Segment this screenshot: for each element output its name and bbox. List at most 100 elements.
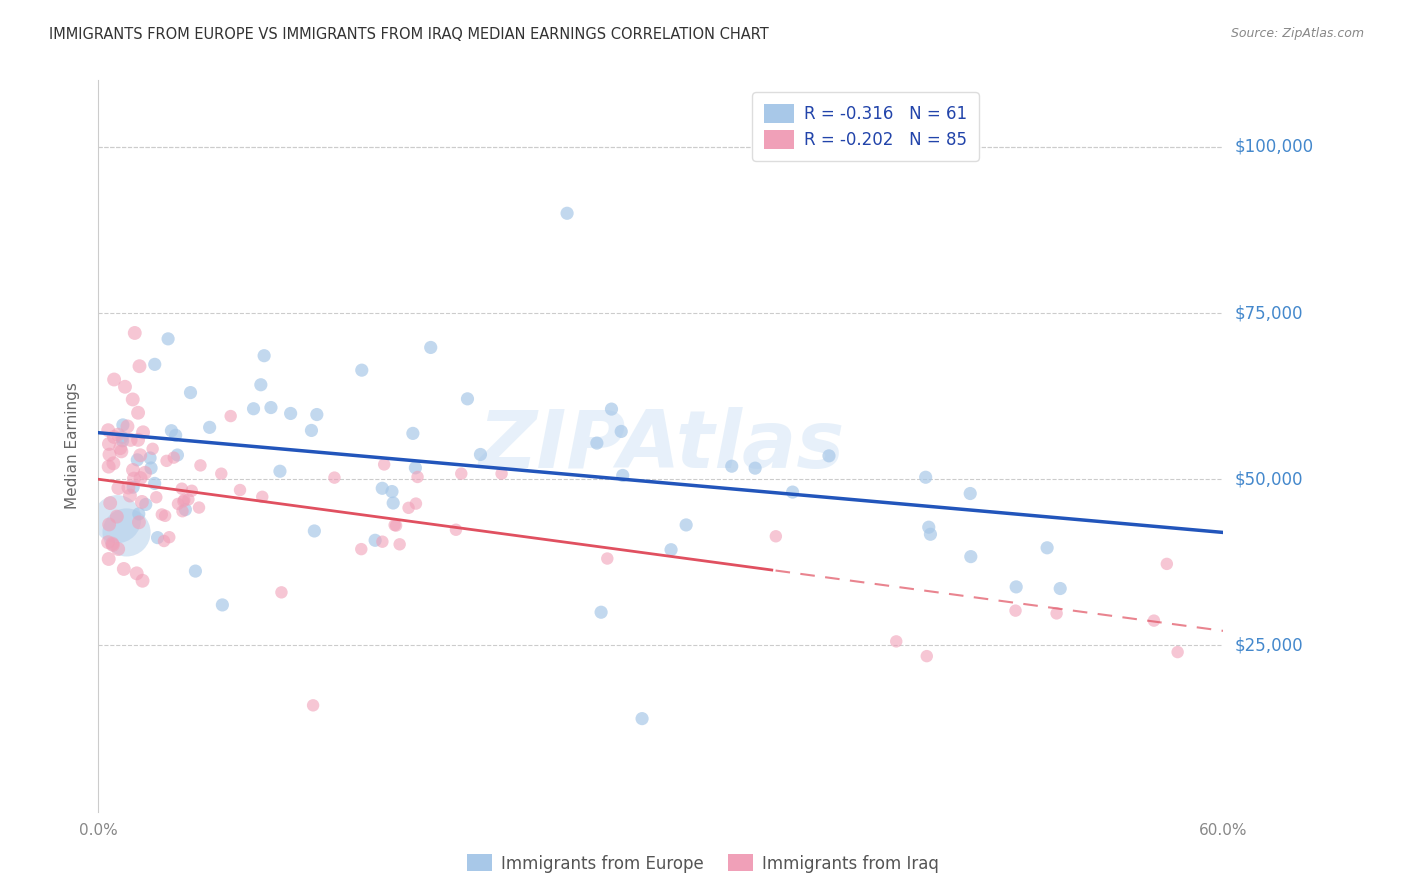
Point [98, 448, 121, 462]
Point [179, 385, 201, 400]
Point [103, 372, 125, 386]
Point [229, 483, 252, 497]
Point [163, 450, 186, 465]
Point [110, 444, 132, 458]
Point [112, 562, 135, 576]
Point [146, 531, 169, 545]
Point [101, 538, 124, 552]
Point [142, 442, 165, 456]
Point [97, 423, 120, 437]
Text: Source: ZipAtlas.com: Source: ZipAtlas.com [1230, 27, 1364, 40]
Point [253, 349, 276, 363]
Point [304, 524, 326, 538]
Point [105, 512, 128, 526]
Point [371, 481, 394, 495]
Point [101, 536, 124, 550]
Point [419, 341, 441, 355]
Point [470, 448, 492, 462]
Text: $50,000: $50,000 [1234, 470, 1303, 488]
Point [371, 534, 394, 549]
Point [405, 497, 427, 511]
Point [612, 468, 634, 483]
Point [143, 476, 166, 491]
Point [180, 483, 202, 498]
Point [150, 508, 173, 522]
Legend: Immigrants from Europe, Immigrants from Iraq: Immigrants from Europe, Immigrants from … [461, 847, 945, 880]
Point [744, 461, 766, 475]
Point [107, 481, 129, 495]
Point [167, 497, 190, 511]
Point [111, 430, 134, 444]
Point [127, 406, 149, 420]
Point [128, 359, 150, 374]
Point [456, 392, 478, 406]
Point [117, 419, 139, 434]
Point [198, 420, 221, 434]
Point [250, 377, 273, 392]
Point [591, 605, 613, 619]
Point [97, 535, 120, 549]
Point [398, 500, 420, 515]
Point [260, 401, 283, 415]
Point [385, 518, 408, 533]
Point [384, 518, 406, 533]
Point [350, 542, 373, 557]
Point [1004, 604, 1026, 618]
Point [610, 425, 633, 439]
Point [491, 467, 513, 481]
Point [157, 332, 180, 346]
Point [111, 417, 134, 432]
Point [172, 504, 194, 518]
Point [211, 598, 233, 612]
Point [406, 470, 429, 484]
Point [114, 380, 136, 394]
Point [402, 426, 425, 441]
Point [155, 454, 177, 468]
Point [600, 402, 623, 417]
Point [918, 520, 941, 534]
Point [131, 495, 153, 509]
Point [118, 489, 141, 503]
Point [242, 401, 264, 416]
Point [170, 482, 193, 496]
Point [388, 537, 411, 551]
Point [98, 496, 121, 510]
Point [139, 461, 162, 475]
Point [364, 533, 387, 548]
Point [97, 437, 120, 451]
Point [381, 484, 404, 499]
Point [301, 424, 323, 438]
Point [128, 507, 150, 521]
Point [122, 463, 145, 477]
Point [139, 450, 162, 465]
Point [659, 542, 682, 557]
Point [884, 634, 907, 648]
Point [110, 441, 132, 455]
Point [166, 448, 188, 462]
Point [127, 433, 149, 447]
Point [103, 456, 125, 470]
Point [280, 407, 302, 421]
Point [252, 490, 274, 504]
Point [177, 492, 200, 507]
Point [160, 424, 183, 438]
Point [122, 472, 145, 486]
Point [1143, 614, 1166, 628]
Point [153, 534, 176, 549]
Point [188, 500, 211, 515]
Point [914, 470, 936, 484]
Point [269, 464, 291, 478]
Point [115, 525, 138, 540]
Point [1036, 541, 1059, 555]
Point [145, 490, 167, 504]
Point [1156, 557, 1178, 571]
Point [675, 517, 697, 532]
Point [596, 551, 619, 566]
Point [920, 527, 942, 541]
Point [157, 530, 180, 544]
Point [153, 508, 176, 523]
Point [1049, 582, 1071, 596]
Point [124, 326, 146, 340]
Point [122, 480, 145, 494]
Point [184, 564, 207, 578]
